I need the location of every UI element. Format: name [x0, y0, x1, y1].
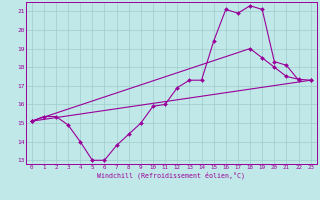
X-axis label: Windchill (Refroidissement éolien,°C): Windchill (Refroidissement éolien,°C) — [97, 171, 245, 179]
